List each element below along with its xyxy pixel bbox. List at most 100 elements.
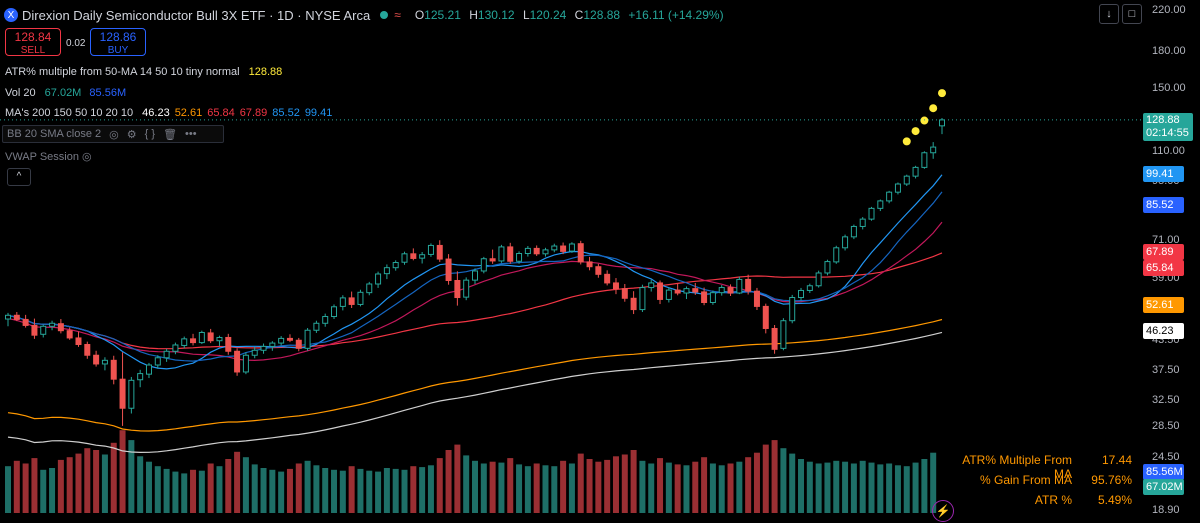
volume-bar [286,468,293,513]
volume-bar [392,468,399,513]
candle-body [357,291,364,305]
candle-body [798,289,805,299]
volume-bar [639,460,646,513]
volume-bar [463,455,470,513]
candle-body [260,345,267,351]
last-price-value: 128.88 [1146,114,1180,126]
candle-body [789,297,796,322]
candle-body [348,297,355,305]
candle-body [621,288,628,299]
volume-bar [445,450,452,513]
volume-bar [216,466,223,513]
eye-off-icon[interactable]: ◎ [109,128,119,141]
price-chart[interactable] [0,0,1142,523]
ma-10-line [7,174,943,370]
collapse-legend-button[interactable]: ^ [7,168,31,186]
source-code-icon[interactable]: { } [144,128,156,140]
buy-button[interactable]: 128.86 BUY [90,28,146,56]
candle-body [419,254,426,259]
volume-bar [815,463,822,513]
candle-body [101,359,108,365]
volume-bar [630,450,637,513]
volume-bar [903,466,910,513]
candle-body [709,292,716,303]
candle-body [806,285,813,291]
price-axis-tag: 67.02M [1143,479,1184,495]
candle-body [850,225,857,238]
exchange-logo-icon: X [4,8,18,22]
bb-indicator-legend[interactable]: BB 20 SMA close 2 ◎ ⚙ { } 🗑 ••• [2,125,224,143]
candle-body [339,297,346,307]
low-value: 120.24 [529,8,567,22]
candle-body [401,253,408,263]
volume-bar [727,463,734,513]
candle-body [736,278,743,294]
candle-body [753,290,760,307]
candle-body [639,287,646,311]
volume-bar [745,457,752,513]
candle-body [66,330,73,339]
sell-button[interactable]: 128.84 SELL [5,28,61,56]
volume-bar [683,465,690,513]
spread-value: 0.02 [66,38,86,49]
ma-value: 67.89 [239,107,268,119]
atr-indicator-legend[interactable]: ATR% multiple from 50-MA 14 50 10 tiny n… [5,66,282,78]
volume-bar [93,450,100,513]
volume-bar [789,453,796,513]
volume-bar [225,459,232,513]
lightning-icon[interactable]: ⚡ [932,500,954,522]
candle-body [604,273,611,284]
volume-bar [207,463,214,513]
candle-body [472,270,478,281]
ma-50-line [7,252,943,350]
volume-bar [145,461,152,513]
vwap-eye-off-icon[interactable]: ◎ [82,151,92,163]
atr-indicator-name: ATR% multiple from 50-MA 14 50 10 tiny n… [5,66,240,78]
volume-bar [692,461,699,513]
candle-body [198,331,205,344]
ma-indicator-legend[interactable]: MA's 200 150 50 10 20 10 46.23 52.61 65.84… [5,107,337,119]
volume-bar [375,471,382,513]
volume-bar [322,468,329,513]
settings-icon[interactable]: ⚙ [126,128,137,141]
volume-bar [648,463,655,513]
volume-indicator-legend[interactable]: Vol 20 67.02M 85.56M [5,87,126,99]
volume-bar [709,463,716,513]
candle-body [824,261,831,274]
market-status-dot-icon [380,11,389,19]
candle-body [930,146,937,154]
vwap-indicator-legend[interactable]: VWAP Session ◎ [5,150,92,163]
volume-bar [331,469,338,513]
volume-bar [604,459,611,513]
volume-bar [419,467,426,513]
candle-body [921,152,928,168]
download-icon[interactable]: ↓ [1099,4,1119,24]
fullscreen-icon[interactable]: □ [1122,4,1142,24]
volume-bar [736,461,743,513]
volume-bar [516,464,523,513]
candle-body [859,218,866,227]
volume-bar [806,461,813,513]
volume-bar [119,430,126,513]
volume-bar [762,444,769,513]
volume-bar [930,452,937,513]
volume-bar [718,465,725,513]
candle-body [225,336,232,352]
volume-bar [366,470,373,513]
candle-body [727,287,734,294]
volume-bar [348,466,355,513]
volume-bar [498,462,505,513]
volume-bar [101,454,108,513]
candle-body [313,322,320,331]
candle-body [665,289,672,300]
volume-bar [401,469,408,513]
more-icon[interactable]: ••• [185,128,197,140]
volume-value: 67.02M [44,87,82,99]
candle-body [542,249,549,255]
symbol-title[interactable]: Direxion Daily Semiconductor Bull 3X ETF… [22,7,371,23]
volume-bar [921,459,928,513]
sell-label: SELL [20,45,46,56]
price-tick-label: 32.50 [1152,393,1180,406]
trash-icon[interactable]: 🗑 [163,128,178,141]
candle-body [383,267,390,275]
